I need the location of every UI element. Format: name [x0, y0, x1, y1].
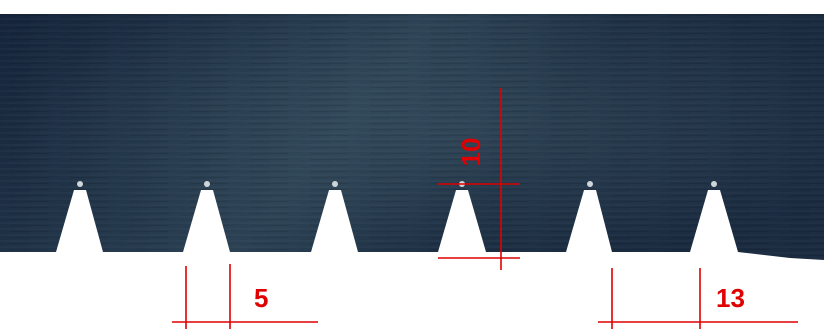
- pitch-label: 13: [716, 283, 745, 313]
- slot-holes: [77, 181, 717, 187]
- slot-hole: [77, 181, 83, 187]
- slot-hole: [711, 181, 717, 187]
- height-label: 10: [456, 138, 486, 167]
- dimension-lines: [172, 88, 798, 329]
- gap-label: 5: [254, 283, 268, 313]
- slot-hole: [204, 181, 210, 187]
- slot-hole: [332, 181, 338, 187]
- slot-hole: [587, 181, 593, 187]
- metal-strip: [0, 14, 824, 260]
